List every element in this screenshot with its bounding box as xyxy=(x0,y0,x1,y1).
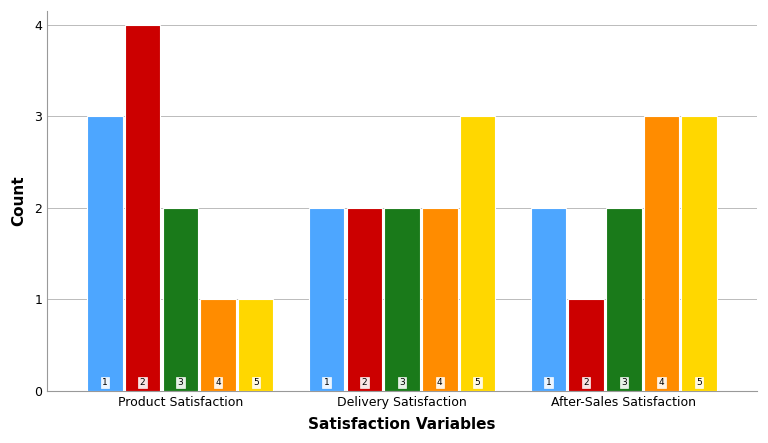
Bar xyxy=(606,208,641,391)
Text: 2: 2 xyxy=(362,378,367,387)
Bar xyxy=(163,208,198,391)
Bar xyxy=(681,117,717,391)
Text: 1: 1 xyxy=(102,378,108,387)
Bar xyxy=(531,208,566,391)
Text: 4: 4 xyxy=(215,378,221,387)
Text: 2: 2 xyxy=(140,378,145,387)
Text: 5: 5 xyxy=(697,378,702,387)
Bar xyxy=(384,208,420,391)
Bar xyxy=(200,299,236,391)
Text: 4: 4 xyxy=(659,378,664,387)
Y-axis label: Count: Count xyxy=(11,175,26,226)
Text: 1: 1 xyxy=(324,378,329,387)
Bar xyxy=(460,117,495,391)
X-axis label: Satisfaction Variables: Satisfaction Variables xyxy=(308,417,496,432)
Text: 1: 1 xyxy=(545,378,551,387)
Text: 3: 3 xyxy=(621,378,627,387)
Bar xyxy=(346,208,382,391)
Text: 3: 3 xyxy=(399,378,405,387)
Bar xyxy=(568,299,604,391)
Bar xyxy=(422,208,458,391)
Text: 5: 5 xyxy=(253,378,259,387)
Bar xyxy=(644,117,679,391)
Bar xyxy=(238,299,273,391)
Bar xyxy=(309,208,344,391)
Text: 2: 2 xyxy=(584,378,589,387)
Text: 4: 4 xyxy=(437,378,442,387)
Bar xyxy=(125,25,161,391)
Text: 3: 3 xyxy=(177,378,184,387)
Bar xyxy=(88,117,123,391)
Text: 5: 5 xyxy=(475,378,480,387)
